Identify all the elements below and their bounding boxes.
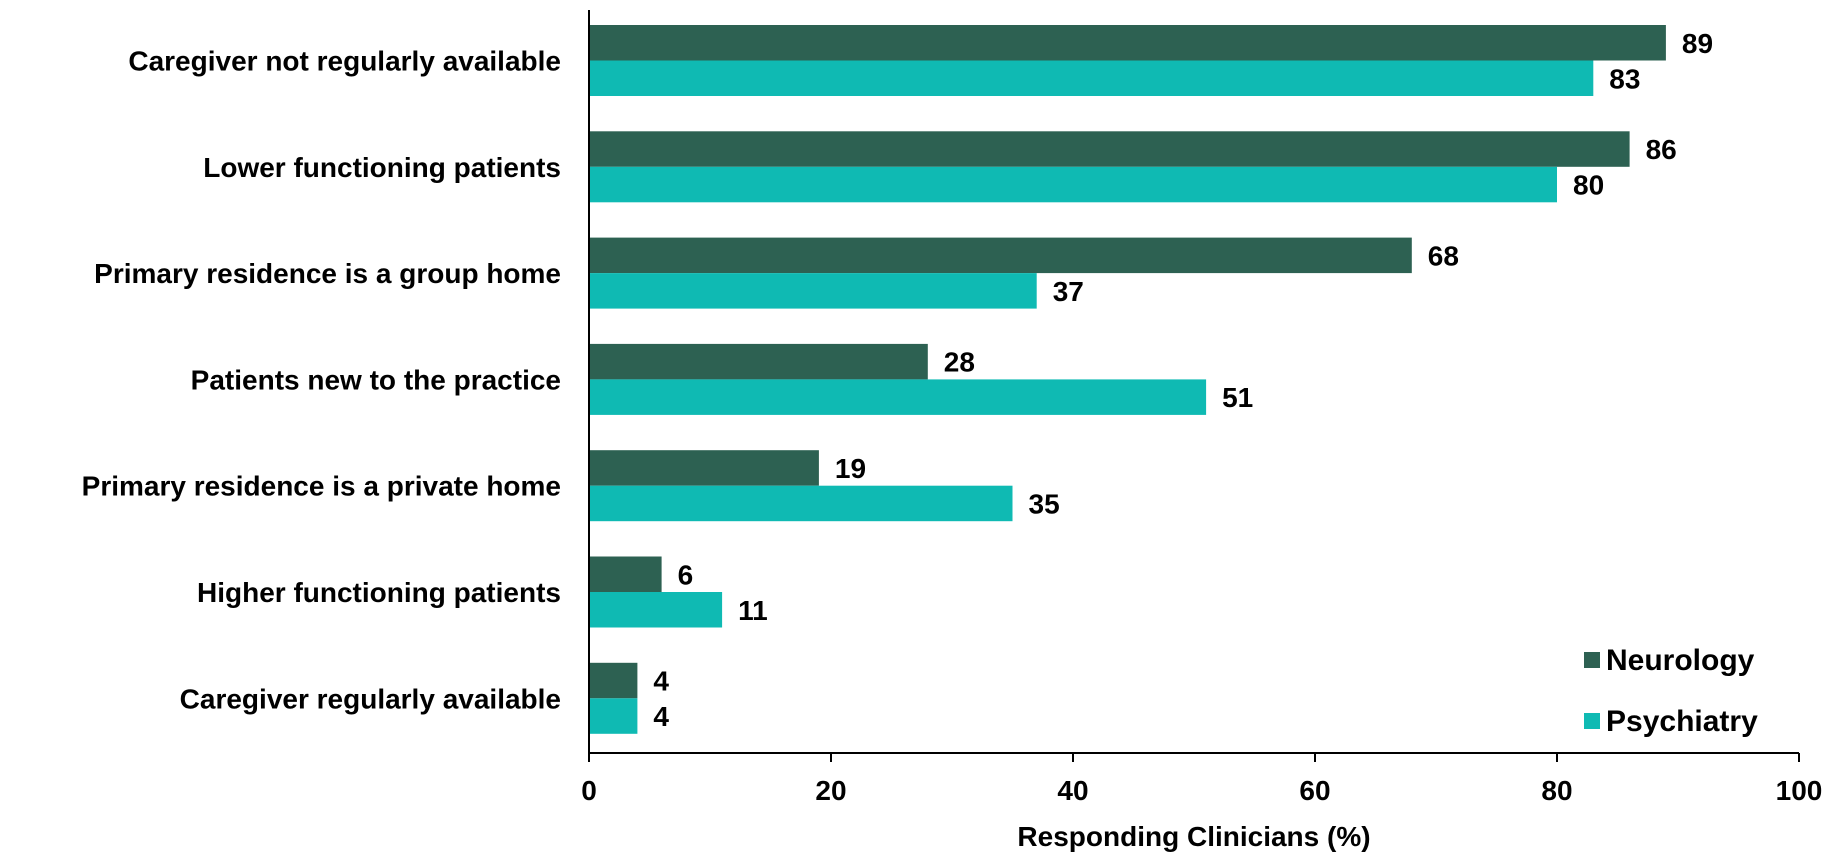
value-label-neurology-primary-residence-is-a-private-home: 19: [835, 453, 866, 484]
category-labels-layer: Caregiver not regularly available Lower f…: [82, 46, 561, 715]
bar-neurology-primary-residence-is-a-group-home: [589, 237, 1412, 274]
legend-label-neurology: Neurology: [1606, 644, 1755, 677]
category-label-primary-residence-is-a-private-home: Primary residence is a private home: [82, 471, 561, 502]
value-label-psychiatry-patients-new-to-the-practice: 51: [1222, 382, 1253, 413]
value-label-neurology-caregiver-not-regularly-available: 89: [1682, 28, 1713, 59]
bar-neurology-lower-functioning-patients: [589, 131, 1630, 167]
bar-psychiatry-higher-functioning-patients: [589, 592, 723, 628]
bar-neurology-primary-residence-is-a-private-home: [589, 450, 819, 486]
x-tick-label-60: 60: [1299, 775, 1330, 806]
value-label-neurology-primary-residence-is-a-group-home: 68: [1428, 240, 1459, 271]
value-label-neurology-lower-functioning-patients: 86: [1646, 134, 1677, 165]
bar-psychiatry-primary-residence-is-a-group-home: [589, 273, 1037, 309]
legend-swatch-psychiatry: [1584, 713, 1600, 729]
legend-swatch-neurology: [1584, 652, 1600, 668]
bar-neurology-higher-functioning-patients: [589, 556, 662, 592]
value-label-psychiatry-higher-functioning-patients: 11: [738, 595, 768, 626]
value-label-neurology-higher-functioning-patients: 6: [678, 559, 694, 590]
bar-neurology-caregiver-not-regularly-available: [589, 25, 1666, 61]
bar-psychiatry-patients-new-to-the-practice: [589, 379, 1207, 415]
category-label-lower-functioning-patients: Lower functioning patients: [203, 152, 561, 183]
bar-neurology-patients-new-to-the-practice: [589, 343, 928, 380]
x-axis-title: Responding Clinicians (%): [1017, 821, 1370, 852]
bar-neurology-caregiver-regularly-available: [589, 662, 638, 699]
value-label-psychiatry-lower-functioning-patients: 80: [1573, 170, 1604, 201]
x-axis-ticks: 0 20 40 60 80 100: [581, 753, 1822, 806]
x-tick-label-20: 20: [815, 775, 846, 806]
x-tick-label-100: 100: [1776, 775, 1823, 806]
category-label-caregiver-regularly-available: Caregiver regularly available: [180, 683, 561, 714]
x-tick-label-0: 0: [581, 775, 597, 806]
category-label-primary-residence-is-a-group-home: Primary residence is a group home: [94, 258, 561, 289]
bar-psychiatry-primary-residence-is-a-private-home: [589, 485, 1013, 522]
value-label-psychiatry-primary-residence-is-a-group-home: 37: [1053, 276, 1084, 307]
value-label-neurology-patients-new-to-the-practice: 28: [944, 347, 975, 378]
value-label-neurology-caregiver-regularly-available: 4: [653, 666, 669, 697]
value-label-psychiatry-caregiver-regularly-available: 4: [653, 701, 669, 732]
category-label-higher-functioning-patients: Higher functioning patients: [197, 577, 561, 608]
value-labels-layer: 89 83 86 80 68 37 28 51 19 35 6 11 4 4: [653, 28, 1713, 732]
bars-layer: [589, 25, 1666, 734]
value-label-psychiatry-primary-residence-is-a-private-home: 35: [1029, 488, 1060, 519]
legend-label-psychiatry: Psychiatry: [1606, 705, 1758, 738]
x-tick-label-80: 80: [1541, 775, 1572, 806]
bar-psychiatry-caregiver-regularly-available: [589, 698, 638, 734]
category-label-caregiver-not-regularly-available: Caregiver not regularly available: [128, 46, 561, 77]
bar-psychiatry-caregiver-not-regularly-available: [589, 60, 1594, 96]
category-label-patients-new-to-the-practice: Patients new to the practice: [191, 364, 561, 395]
bar-psychiatry-lower-functioning-patients: [589, 166, 1557, 203]
value-label-psychiatry-caregiver-not-regularly-available: 83: [1609, 63, 1640, 94]
legend: Neurology Psychiatry: [1584, 644, 1758, 738]
x-tick-label-40: 40: [1057, 775, 1088, 806]
